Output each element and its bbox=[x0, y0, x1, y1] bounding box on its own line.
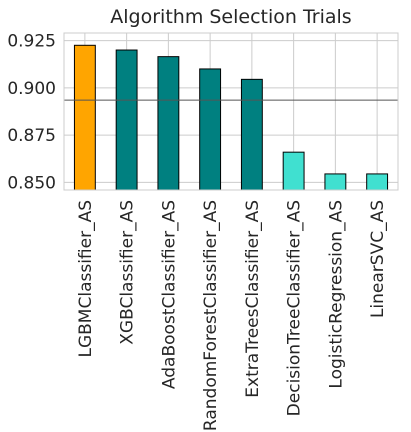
chart-title: Algorithm Selection Trials bbox=[110, 6, 351, 28]
x-tick-label: LogisticRegression_AS bbox=[326, 200, 346, 389]
bar-adaboostclassifier-as bbox=[157, 56, 180, 191]
y-tick-label: 0.900 bbox=[7, 79, 56, 99]
plot-frame bbox=[63, 32, 399, 191]
x-tick-label: XGBClassifier_AS bbox=[118, 200, 138, 345]
bar-randomforestclassifier-as bbox=[199, 68, 222, 191]
bar-linearsvc-as bbox=[366, 173, 389, 191]
grid-layer bbox=[64, 33, 398, 190]
x-tick-label: LGBMClassifier_AS bbox=[76, 200, 96, 358]
x-tick-labels: LGBMClassifier_AS XGBClassifier_AS AdaBoos… bbox=[76, 200, 388, 431]
bar-extratreesclassifier-as bbox=[240, 78, 263, 191]
bar-lgbmclassifier-as bbox=[73, 44, 96, 191]
x-tick-label: RandomForestClassifier_AS bbox=[201, 200, 221, 431]
x-tick-label: LinearSVC_AS bbox=[368, 200, 388, 318]
x-tick-label: AdaBoostClassifier_AS bbox=[159, 200, 179, 389]
y-tick-label: 0.925 bbox=[7, 32, 56, 52]
y-tick-label: 0.850 bbox=[7, 173, 56, 193]
bar-xgbclassifier-as bbox=[115, 49, 138, 191]
bar-decisiontreeclassifier-as bbox=[282, 151, 305, 191]
x-tick-label: DecisionTreeClassifier_AS bbox=[285, 200, 305, 416]
bar-logisticregression-as bbox=[324, 173, 347, 191]
y-tick-label: 0.875 bbox=[7, 126, 56, 146]
x-tick-label: ExtraTreesClassifier_AS bbox=[243, 200, 263, 398]
bars-layer bbox=[73, 44, 389, 191]
y-tick-labels: 0.850 0.875 0.900 0.925 bbox=[7, 32, 56, 194]
